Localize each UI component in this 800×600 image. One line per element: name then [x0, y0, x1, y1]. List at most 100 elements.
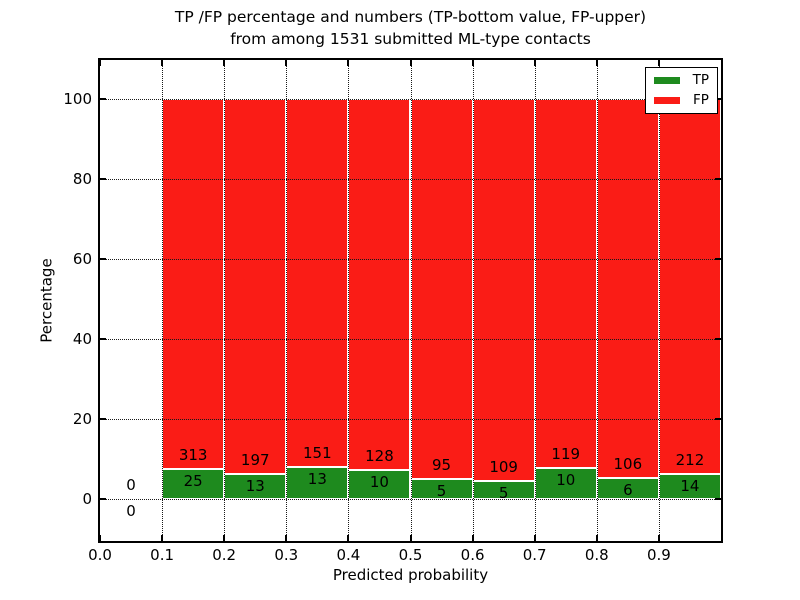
fp-count-label: 119 — [551, 444, 581, 463]
x-axis-tick-top — [409, 60, 412, 66]
y-axis-tick — [100, 418, 106, 420]
x-axis-tick-top — [285, 60, 288, 66]
x-axis-tick — [223, 535, 226, 541]
y-axis-tick-right — [715, 178, 721, 180]
chart-title: TP /FP percentage and numbers (TP-bottom… — [100, 7, 721, 50]
vertical-gridline — [596, 60, 598, 541]
x-axis-tick-top — [595, 60, 598, 66]
tp-count-label: 10 — [556, 470, 576, 489]
x-tick-label: 0.5 — [398, 546, 423, 564]
y-tick-label: 0 — [82, 490, 92, 508]
fp-count-label: 212 — [675, 451, 705, 470]
x-axis-tick — [657, 535, 660, 541]
tp-count-label: 13 — [307, 470, 327, 489]
x-tick-label: 0.4 — [336, 546, 361, 564]
vertical-gridline — [472, 60, 474, 541]
x-axis-tick-top — [161, 60, 164, 66]
x-tick-label: 0.9 — [646, 546, 671, 564]
bar-fp-segment — [224, 99, 287, 475]
bar-tp-segment — [348, 470, 411, 499]
bar-fp-segment — [286, 99, 349, 468]
y-axis-tick-right — [715, 498, 721, 500]
vertical-gridline — [534, 60, 536, 541]
tp-color-swatch — [654, 77, 680, 84]
legend-row-fp: FP — [654, 93, 709, 108]
y-axis-tick-right — [715, 418, 721, 420]
fp-count-label: 313 — [178, 446, 208, 465]
fp-count-label: 95 — [432, 456, 452, 474]
fp-count-label: 197 — [240, 451, 270, 470]
bar-fp-segment — [658, 99, 721, 475]
chart-title-line2: from among 1531 submitted ML-type contac… — [230, 29, 591, 48]
bar-tp-segment — [286, 467, 349, 499]
vertical-gridline — [348, 60, 350, 541]
x-tick-label: 0.6 — [460, 546, 485, 564]
x-tick-label: 0.7 — [522, 546, 547, 564]
y-tick-label: 80 — [72, 170, 92, 188]
y-axis-tick — [100, 258, 106, 260]
fp-count-label: 0 — [126, 476, 136, 494]
tp-count-label: 0 — [126, 502, 136, 520]
y-tick-label: 60 — [72, 250, 92, 268]
x-tick-label: 0.0 — [88, 546, 112, 564]
plot-area: 0 0 313 25 197 13 151 13 128 10 95 5 109 5 119 10 106 6 21… — [98, 58, 723, 543]
y-axis-tick-right — [715, 258, 721, 260]
y-axis-tick — [100, 498, 106, 500]
y-axis-tick — [100, 338, 106, 340]
legend-label-fp: FP — [693, 92, 709, 108]
tp-count-label: 10 — [369, 473, 389, 491]
tp-count-label: 25 — [183, 472, 203, 491]
tp-count-label: 5 — [498, 484, 509, 503]
fp-count-label: 128 — [365, 447, 394, 465]
y-axis-label: Percentage — [37, 258, 56, 343]
legend-row-tp: TP — [654, 73, 709, 88]
tp-count-label: 13 — [245, 477, 265, 496]
x-axis-tick-top — [99, 60, 101, 66]
x-axis-tick-top — [657, 60, 660, 66]
y-axis-tick — [100, 178, 106, 180]
x-axis-tick — [409, 535, 412, 541]
bar-fp-segment — [534, 99, 597, 468]
tp-count-label: 6 — [623, 480, 633, 499]
x-axis-tick — [161, 535, 164, 541]
y-tick-label: 100 — [63, 90, 92, 108]
legend-label-tp: TP — [692, 72, 709, 88]
tp-count-label: 5 — [436, 482, 447, 500]
bar-fp-segment — [162, 99, 225, 470]
y-axis-tick-right — [715, 338, 721, 340]
y-tick-label: 40 — [72, 330, 92, 348]
x-axis-tick — [347, 535, 350, 541]
y-tick-label: 20 — [72, 410, 92, 428]
vertical-gridline — [224, 60, 226, 541]
legend: TP FP — [645, 67, 718, 114]
x-axis-tick — [471, 535, 474, 541]
vertical-gridline — [410, 60, 412, 541]
fp-count-label: 109 — [489, 458, 518, 477]
x-axis-tick — [533, 535, 536, 541]
x-tick-label: 0.2 — [212, 546, 237, 564]
bar-tp-segment — [658, 474, 721, 499]
fp-count-label: 151 — [303, 444, 332, 463]
x-axis-tick-top — [223, 60, 226, 66]
tp-count-label: 14 — [680, 477, 700, 496]
bar-fp-segment — [472, 99, 535, 482]
bar-fp-segment — [410, 99, 473, 479]
x-tick-label: 0.3 — [274, 546, 299, 564]
x-axis-tick-top — [471, 60, 474, 66]
x-tick-label: 0.1 — [150, 546, 175, 564]
x-axis-tick-top — [533, 60, 536, 66]
bar-fp-segment — [348, 99, 411, 470]
vertical-gridline — [162, 60, 164, 541]
x-tick-label: 0.8 — [584, 546, 609, 564]
x-axis-label: Predicted probability — [332, 566, 489, 584]
x-axis-tick-top — [347, 60, 350, 66]
chart-title-line1: TP /FP percentage and numbers (TP-bottom… — [174, 8, 647, 26]
vertical-gridline — [658, 60, 660, 541]
y-axis-tick-right — [715, 98, 721, 100]
bar-fp-segment — [596, 99, 659, 478]
vertical-gridline — [286, 60, 288, 541]
fp-count-label: 106 — [613, 454, 643, 473]
x-axis-tick — [285, 535, 288, 541]
y-axis-tick — [100, 98, 106, 100]
